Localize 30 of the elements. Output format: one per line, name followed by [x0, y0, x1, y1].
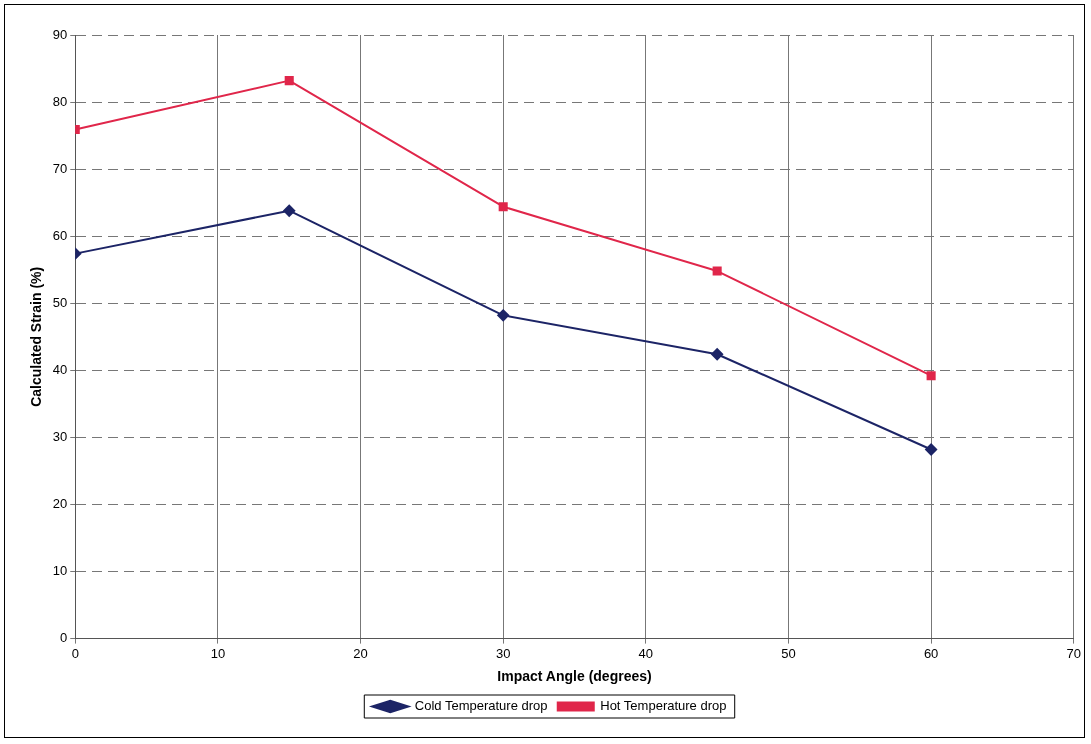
x-tick-label: 70 — [1066, 645, 1081, 661]
x-tick-label: 40 — [638, 645, 654, 661]
x-axis-title: Impact Angle (degrees) — [497, 668, 652, 685]
point — [497, 309, 510, 322]
x-tick-label: 50 — [781, 645, 796, 661]
point — [283, 204, 296, 217]
y-tick-label: 40 — [52, 361, 68, 377]
point — [711, 348, 724, 361]
y-axis-title: Calculated Strain (%) — [28, 266, 45, 407]
legend-label: Cold Temperature drop — [414, 698, 548, 714]
point — [712, 266, 722, 276]
y-tick-label: 70 — [52, 160, 68, 176]
point — [498, 202, 508, 212]
x-tick-label: 10 — [210, 645, 226, 661]
point — [926, 371, 936, 381]
y-tick-label: 10 — [52, 563, 68, 579]
point — [925, 443, 938, 456]
x-tick-label: 30 — [495, 645, 511, 661]
y-tick-label: 50 — [52, 294, 68, 310]
y-tick-label: 30 — [52, 428, 68, 444]
y-tick-label: 0 — [60, 630, 68, 646]
point — [284, 76, 294, 86]
y-tick-label: 80 — [52, 93, 68, 109]
x-tick-label: 60 — [923, 645, 939, 661]
x-tick-label: 0 — [71, 645, 79, 661]
x-tick-label: 20 — [353, 645, 368, 661]
legend-label: Hot Temperature drop — [600, 698, 727, 714]
y-tick-label: 90 — [52, 26, 68, 42]
y-tick-label: 60 — [52, 227, 68, 243]
y-tick-label: 20 — [52, 496, 68, 512]
